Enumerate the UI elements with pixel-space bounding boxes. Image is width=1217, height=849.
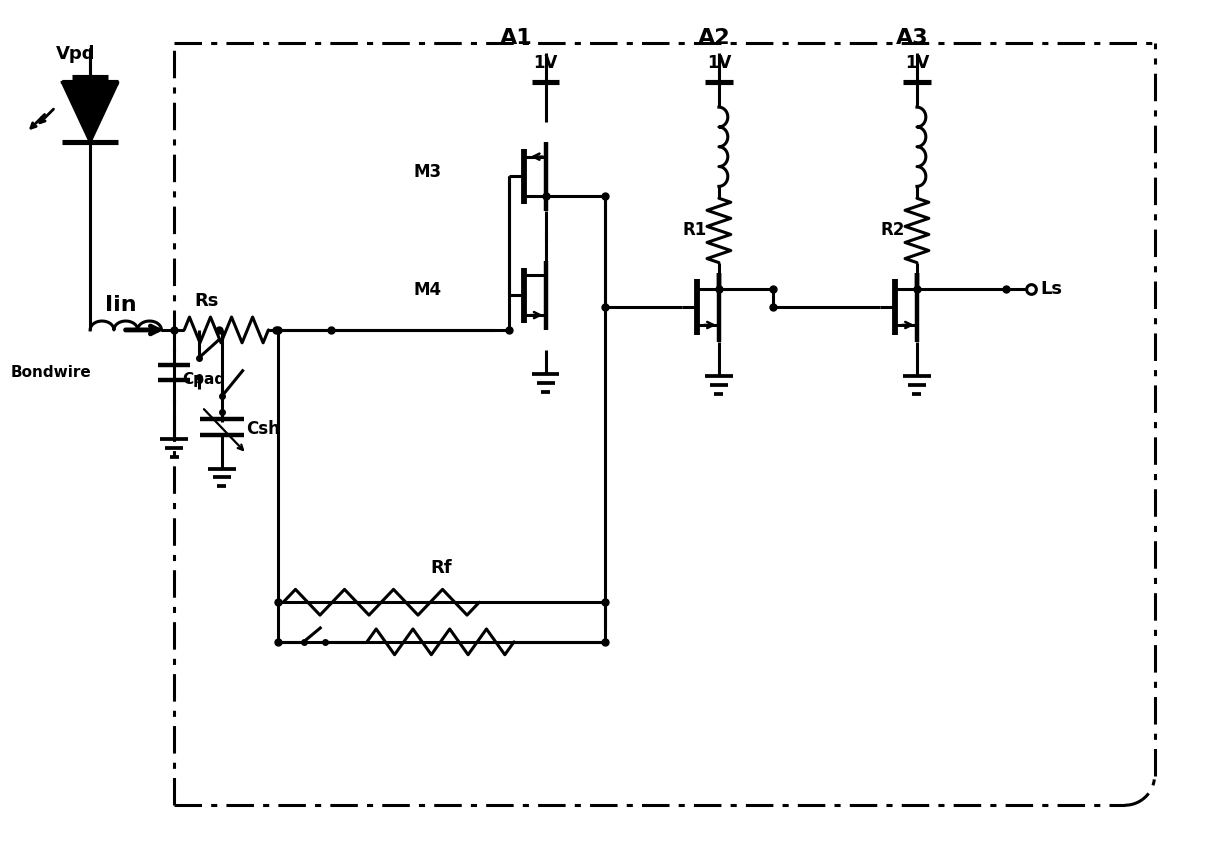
- Text: 1V: 1V: [533, 54, 557, 72]
- Text: Vpd: Vpd: [56, 45, 95, 63]
- Text: Iin: Iin: [105, 295, 136, 315]
- Text: A3: A3: [896, 28, 929, 48]
- Text: Cpad: Cpad: [183, 372, 225, 387]
- Polygon shape: [62, 82, 118, 142]
- Text: Rs: Rs: [194, 292, 219, 310]
- Text: A1: A1: [499, 28, 532, 48]
- Text: 1V: 1V: [904, 54, 929, 72]
- Text: Rf: Rf: [431, 559, 453, 577]
- Text: 1V: 1V: [707, 54, 731, 72]
- Text: R2: R2: [881, 221, 905, 239]
- Text: M3: M3: [414, 162, 442, 181]
- Text: R1: R1: [683, 221, 707, 239]
- Text: M4: M4: [414, 281, 442, 300]
- Text: A2: A2: [697, 28, 730, 48]
- Text: Bondwire: Bondwire: [11, 364, 91, 380]
- Text: Ls: Ls: [1041, 280, 1062, 298]
- Text: Csh: Csh: [247, 420, 280, 438]
